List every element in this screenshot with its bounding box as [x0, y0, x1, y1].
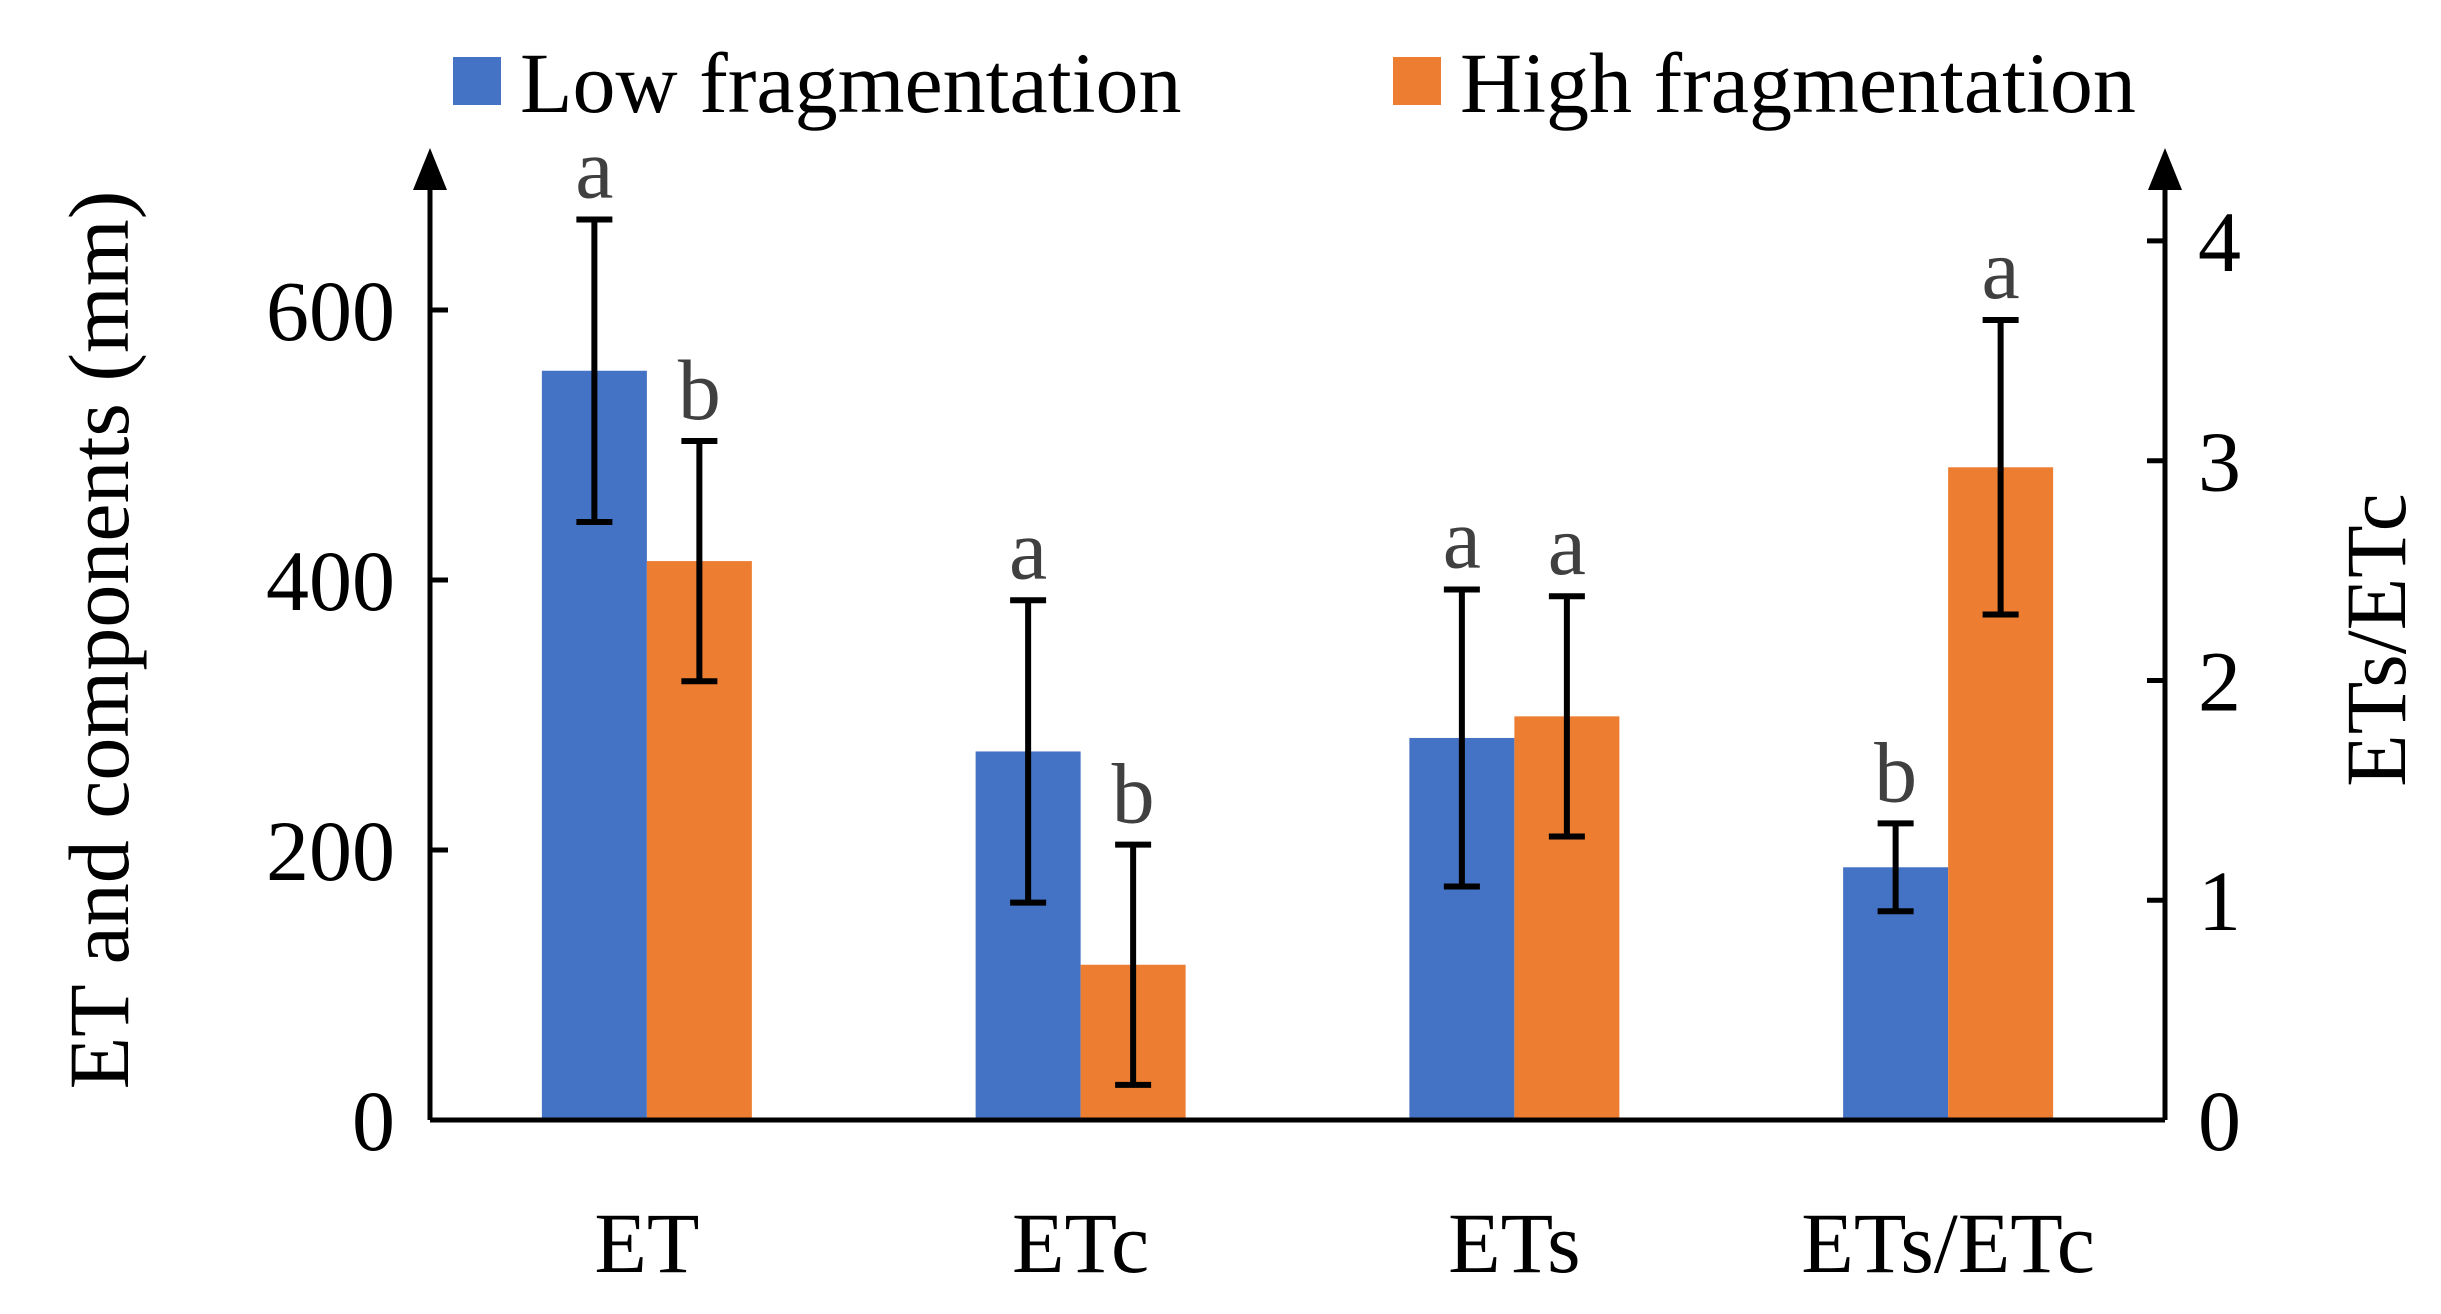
category-label: ETc	[1012, 1195, 1149, 1291]
axes	[413, 148, 2182, 1123]
left-axis-ticks: 0 200 400 600	[266, 263, 448, 1169]
left-tick-label: 0	[352, 1073, 395, 1169]
right-tick-label: 3	[2198, 414, 2241, 510]
right-tick-label: 2	[2198, 633, 2241, 729]
legend-label-low: Low fragmentation	[520, 35, 1182, 131]
significance-label: a	[1982, 221, 2020, 317]
left-tick-label: 400	[266, 533, 395, 629]
right-tick-label: 1	[2198, 853, 2241, 949]
legend-swatch-high	[1393, 57, 1441, 105]
significance-label: b	[1874, 724, 1917, 820]
category-label: ETs	[1448, 1195, 1581, 1291]
bars-group	[541, 370, 2054, 1120]
significance-label: a	[1009, 501, 1047, 597]
right-axis-ticks: 0 1 2 3 4	[2147, 194, 2241, 1169]
left-axis-title: ET and components (mm)	[51, 191, 147, 1090]
right-tick-label: 4	[2198, 194, 2241, 290]
right-axis-title: ETs/ETc	[2328, 493, 2424, 787]
significance-label: a	[1443, 490, 1481, 586]
category-label: ETs/ETc	[1801, 1195, 2095, 1291]
legend-swatch-low	[453, 57, 501, 105]
legend-label-high: High fragmentation	[1460, 35, 2136, 131]
left-axis-arrow-icon	[413, 148, 447, 190]
right-tick-label: 0	[2198, 1073, 2241, 1169]
significance-label: a	[575, 121, 613, 217]
significance-label: b	[678, 342, 721, 438]
significance-label: a	[1548, 497, 1586, 593]
right-axis-arrow-icon	[2148, 148, 2182, 190]
legend: Low fragmentation High fragmentation	[453, 35, 2136, 131]
left-tick-label: 200	[266, 803, 395, 899]
category-labels: ET ETc ETs ETs/ETc	[594, 1195, 2095, 1291]
category-label: ET	[594, 1195, 699, 1291]
significance-label: b	[1112, 746, 1155, 842]
left-tick-label: 600	[266, 263, 395, 359]
error-bars-group	[576, 216, 2019, 1088]
